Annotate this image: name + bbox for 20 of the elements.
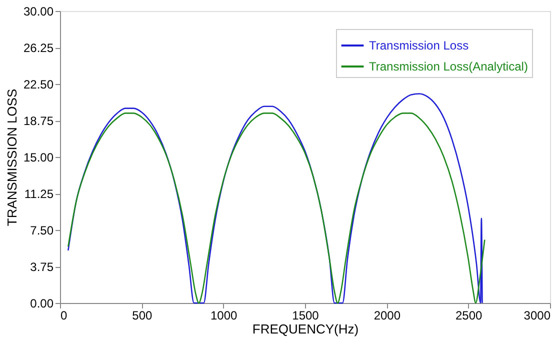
x-tick-label: 1500 — [292, 308, 320, 322]
y-tick-label: 26.25 — [23, 41, 54, 55]
y-tick-label: 7.50 — [30, 224, 54, 238]
y-axis-title: TRANSMISSION LOSS — [4, 88, 20, 226]
y-tick-label: 15.00 — [23, 150, 54, 164]
legend-label: Transmission Loss(Analytical) — [369, 60, 528, 74]
x-tick-label: 3000 — [524, 308, 551, 322]
x-tick-label: 0 — [60, 308, 68, 322]
x-tick-label: 2000 — [374, 308, 401, 322]
y-tick-label: 22.50 — [23, 78, 54, 92]
legend-label: Transmission Loss — [369, 38, 469, 52]
y-tick-label: 11.25 — [24, 187, 54, 201]
x-axis-title: FREQUENCY(Hz) — [252, 322, 359, 336]
y-tick-label: 0.00 — [30, 296, 54, 310]
x-tick-label: 2500 — [455, 308, 483, 322]
y-tick-label: 30.00 — [23, 4, 54, 18]
x-tick-label: 500 — [132, 308, 152, 322]
x-tick-label: 1000 — [210, 308, 238, 322]
y-tick-label: 18.75 — [23, 114, 54, 128]
y-tick-label: 3.75 — [30, 260, 54, 274]
